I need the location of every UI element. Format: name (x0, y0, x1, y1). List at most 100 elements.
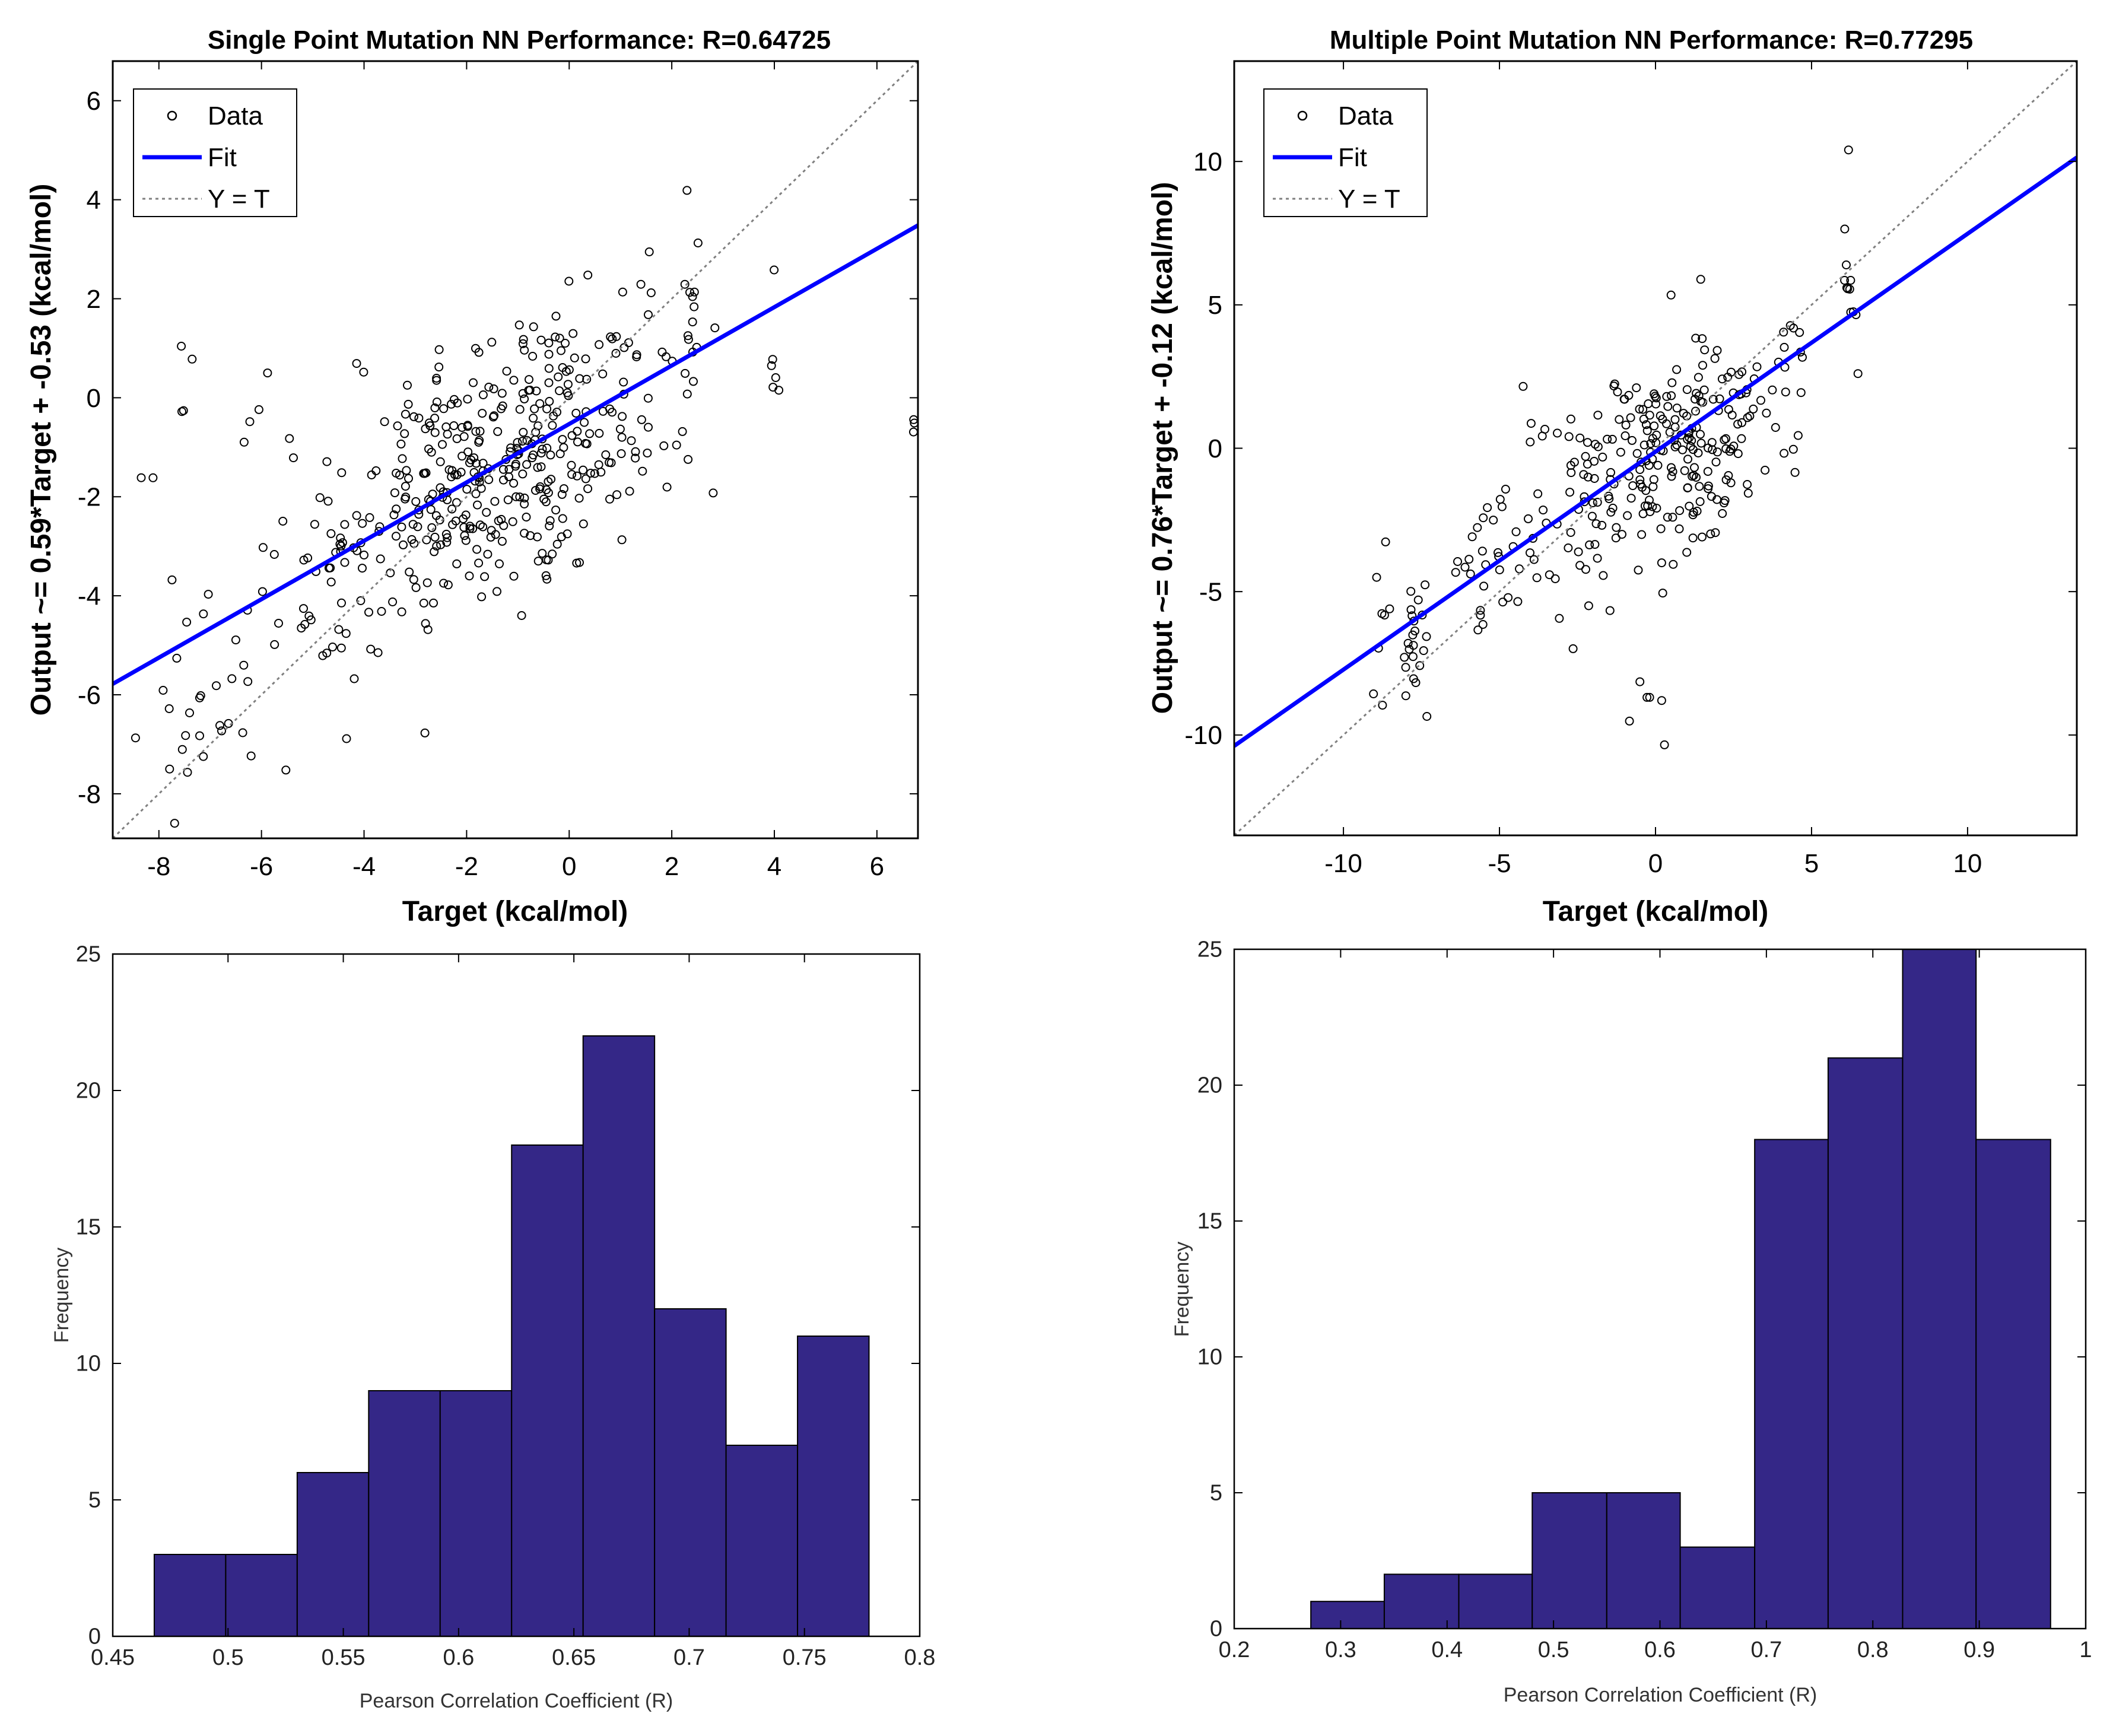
p1-data-point (392, 504, 401, 514)
p1-data-point (299, 555, 309, 565)
p1-x-label: Target (kcal/mol) (402, 896, 628, 927)
p1-data-point (546, 450, 555, 460)
p2-data-point (1579, 470, 1588, 479)
p2-data-point (1567, 468, 1576, 478)
p2-data-point (1635, 405, 1644, 414)
p1-ytick-label: 4 (87, 186, 101, 215)
p1-data-point (558, 435, 567, 444)
p1-data-point (541, 497, 551, 507)
p2-data-point (1658, 589, 1667, 598)
p1-data-point (533, 557, 543, 566)
p2-data-point (1666, 290, 1676, 300)
h2-ytick-label: 10 (1197, 1344, 1222, 1369)
h1-bar (797, 1336, 870, 1636)
p1-data-point (646, 288, 656, 297)
p1-data-point (403, 380, 412, 390)
p2-data-point (1545, 570, 1554, 580)
p1-data-point (542, 443, 552, 453)
p2-data-point (1497, 502, 1507, 511)
h2-xtick-label: 0.7 (1750, 1638, 1782, 1662)
p2-data-point (1672, 403, 1682, 413)
p2-data-point (1638, 405, 1648, 414)
p1-data-point (397, 607, 406, 616)
p2-ytick-label: -5 (1199, 578, 1222, 607)
p1-data-point (545, 516, 555, 525)
p1-ytick-label: -2 (78, 483, 101, 512)
p1-data-point (270, 640, 279, 649)
p1-data-point (624, 338, 633, 348)
p2-data-point (1612, 523, 1621, 532)
p2-data-point (1533, 489, 1543, 498)
p1-data-point (644, 422, 653, 432)
p2-data-point (1790, 468, 1800, 477)
h1-bar (296, 1472, 370, 1636)
h2-y-label: Frequency (1171, 1242, 1193, 1337)
p2-data-point (1381, 537, 1390, 546)
p1-data-point (170, 819, 179, 828)
p1-data-point (469, 378, 478, 387)
p2-data-point (1793, 431, 1803, 440)
p1-data-points (131, 186, 918, 828)
p2-data-point (1844, 145, 1853, 155)
p1-data-point (544, 364, 554, 373)
p2-data-point (1743, 413, 1752, 422)
p1-data-point (581, 438, 590, 448)
p1-data-point (426, 505, 436, 514)
p2-data-point (1670, 442, 1680, 452)
p2-data-point (1495, 565, 1504, 574)
p2-data-point (1649, 475, 1658, 484)
p1-data-point (376, 554, 385, 564)
p1-data-point (401, 482, 410, 491)
p1-data-point (358, 519, 367, 528)
p2-data-point (1788, 444, 1798, 454)
p1-data-point (518, 469, 528, 479)
p2-xtick-label: -10 (1324, 849, 1362, 878)
p2-data-point (1604, 494, 1614, 504)
p1-data-point (557, 346, 565, 355)
p1-data-point (400, 429, 409, 438)
h1-xtick-label: 0.55 (322, 1645, 366, 1670)
p1-data-point (480, 572, 490, 581)
p1-data-point (548, 549, 557, 559)
p2-data-point (1846, 276, 1855, 285)
h1-bar (225, 1554, 298, 1636)
p2-legend-identity: Y = T (1338, 185, 1400, 214)
p2-data-point (1495, 495, 1505, 504)
p1-legend: Data Fit Y = T (133, 88, 297, 217)
h2-xtick-label: 1 (2079, 1638, 2092, 1662)
p2-data-point (1479, 581, 1489, 591)
p1-data-point (557, 489, 567, 499)
p2-data-point (1789, 323, 1799, 333)
p1-data-point (475, 427, 485, 436)
p1-data-point (179, 406, 188, 415)
p1-data-point (358, 564, 367, 573)
p2-data-point (1667, 391, 1676, 400)
p1-data-point (399, 540, 408, 549)
p1-data-point (315, 493, 325, 503)
p2-data-point (1693, 373, 1703, 382)
p1-data-point (456, 468, 466, 477)
h1-plot-area (153, 1035, 870, 1636)
p2-data-point (1590, 540, 1600, 549)
p1-data-point (413, 522, 422, 532)
p1-data-point (551, 332, 560, 342)
p1-data-point (541, 571, 551, 580)
p1-data-point (478, 409, 487, 418)
p1-data-point (473, 500, 482, 510)
p1-data-point (422, 535, 431, 545)
p1-data-point (401, 492, 411, 502)
p1-data-point (539, 494, 549, 504)
h2-ytick-label: 0 (1210, 1616, 1222, 1641)
p1-data-point (499, 475, 508, 485)
p1-data-point (489, 384, 498, 393)
p1-data-point (393, 421, 402, 431)
p1-data-point (182, 618, 192, 627)
p2-data-point (1648, 434, 1657, 443)
p1-data-point (438, 440, 447, 449)
p1-data-point (439, 404, 449, 414)
h2-bar (1531, 1492, 1607, 1629)
p1-data-point (522, 460, 532, 469)
p2-data-point (1667, 472, 1676, 481)
p1-data-point (546, 475, 556, 484)
